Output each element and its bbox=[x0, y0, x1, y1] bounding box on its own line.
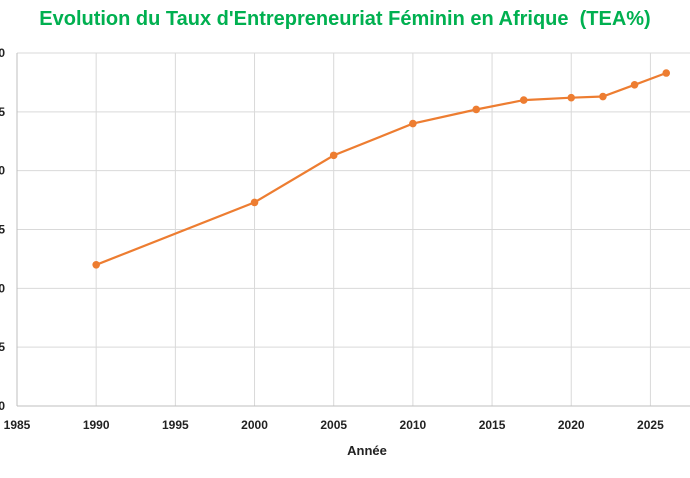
y-tick-label: 0 bbox=[0, 281, 5, 295]
x-tick-label: 2020 bbox=[558, 418, 585, 432]
y-tick-label: 5 bbox=[0, 105, 5, 119]
data-point bbox=[472, 105, 481, 114]
x-tick-label: 1990 bbox=[83, 418, 110, 432]
data-point bbox=[409, 119, 417, 128]
series-line bbox=[95, 71, 667, 266]
y-tick-label: 5 bbox=[0, 340, 5, 354]
data-point bbox=[567, 93, 576, 102]
x-tick-label: 1985 bbox=[4, 418, 31, 432]
y-tick-label: 0 bbox=[0, 46, 5, 60]
grid-lines bbox=[17, 52, 690, 406]
x-tick-label: 2010 bbox=[400, 418, 427, 432]
x-tick-label: 2000 bbox=[241, 418, 268, 432]
data-point bbox=[599, 92, 607, 101]
x-tick-labels: 1985 1990 1995 2000 2005 2010 2015 2020 2025 bbox=[4, 418, 664, 432]
series-layer bbox=[92, 69, 671, 269]
x-tick-label: 2025 bbox=[637, 418, 664, 432]
data-point bbox=[630, 80, 639, 89]
data-point bbox=[329, 151, 338, 160]
y-tick-label: 0 bbox=[0, 164, 5, 178]
x-tick-label: 1995 bbox=[162, 418, 189, 432]
x-axis-label: Année bbox=[347, 443, 387, 458]
x-tick-label: 2005 bbox=[320, 418, 347, 432]
axes bbox=[16, 53, 690, 407]
data-point bbox=[250, 198, 259, 207]
y-tick-label: 0 bbox=[0, 399, 5, 413]
data-point bbox=[92, 261, 100, 269]
data-point bbox=[519, 96, 528, 104]
y-tick-labels: 0 5 0 5 0 5 0 bbox=[0, 46, 5, 413]
x-tick-label: 2015 bbox=[479, 418, 506, 432]
chart-title: Evolution du Taux d'Entrepreneuriat Fémi… bbox=[39, 8, 651, 30]
data-point bbox=[662, 69, 671, 77]
y-tick-label: 5 bbox=[0, 223, 5, 237]
